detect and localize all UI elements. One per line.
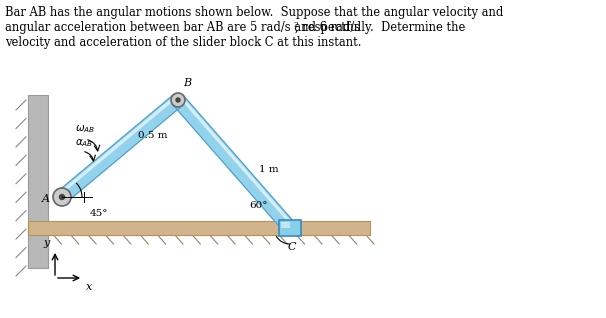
Text: $\omega_{AB}$: $\omega_{AB}$: [75, 123, 95, 135]
Text: 2: 2: [293, 21, 298, 29]
Text: 0.5 m: 0.5 m: [138, 131, 167, 140]
Text: velocity and acceleration of the slider block C at this instant.: velocity and acceleration of the slider …: [5, 36, 362, 49]
Text: 60°: 60°: [250, 201, 268, 210]
Text: 45°: 45°: [90, 209, 108, 218]
Bar: [28, 221, 370, 235]
Circle shape: [171, 93, 185, 107]
Text: angular acceleration between bar AB are 5 rad/s and 6 rad/s: angular acceleration between bar AB are …: [5, 21, 360, 34]
Text: A: A: [42, 194, 50, 204]
Text: B: B: [183, 78, 191, 88]
Text: x: x: [86, 282, 92, 292]
Circle shape: [59, 195, 64, 199]
Text: Bar AB has the angular motions shown below.  Suppose that the angular velocity a: Bar AB has the angular motions shown bel…: [5, 6, 504, 19]
Text: 1 m: 1 m: [259, 164, 279, 174]
Polygon shape: [59, 96, 176, 195]
Text: , respectfully.  Determine the: , respectfully. Determine the: [295, 21, 465, 34]
Bar: [281, 222, 290, 228]
Polygon shape: [173, 95, 295, 232]
Text: y: y: [44, 238, 50, 248]
Bar: [279, 220, 301, 236]
Circle shape: [53, 188, 71, 206]
Text: C: C: [288, 242, 296, 252]
Bar: [28, 95, 48, 268]
Circle shape: [176, 98, 180, 102]
Text: $\alpha_{AB}$: $\alpha_{AB}$: [75, 137, 93, 149]
Polygon shape: [180, 97, 294, 226]
Polygon shape: [58, 95, 182, 202]
